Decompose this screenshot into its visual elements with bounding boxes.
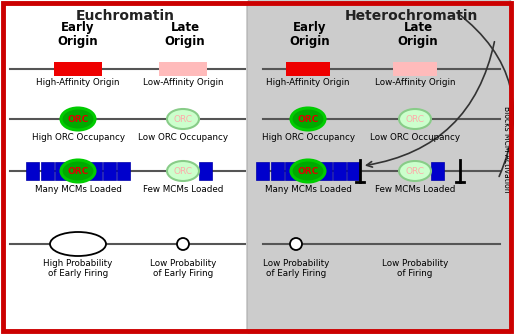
Text: Few MCMs Loaded: Few MCMs Loaded (375, 185, 455, 194)
Text: ORC: ORC (174, 167, 193, 175)
Text: ORC: ORC (67, 167, 88, 175)
Text: Low-Affinity Origin: Low-Affinity Origin (143, 78, 223, 87)
Ellipse shape (167, 109, 199, 129)
Bar (54, 62, 102, 76)
Text: Many MCMs Loaded: Many MCMs Loaded (265, 185, 352, 194)
Ellipse shape (291, 160, 325, 182)
Text: Low ORC Occupancy: Low ORC Occupancy (370, 133, 460, 142)
Text: High-Affinity Origin: High-Affinity Origin (266, 78, 350, 87)
Text: ORC: ORC (406, 115, 425, 124)
Ellipse shape (290, 238, 302, 250)
Text: ORC: ORC (67, 115, 88, 124)
Text: Low Probability
of Firing: Low Probability of Firing (382, 259, 448, 279)
Ellipse shape (399, 109, 431, 129)
Bar (319, 162, 332, 180)
Bar (255, 162, 268, 180)
Text: Early
Origin: Early Origin (290, 21, 331, 48)
Bar (431, 162, 444, 180)
Text: Low Probability
of Early Firing: Low Probability of Early Firing (263, 259, 329, 279)
Bar (346, 162, 359, 180)
Text: Low ORC Occupancy: Low ORC Occupancy (138, 133, 228, 142)
Text: Late
Origin: Late Origin (164, 21, 205, 48)
Bar (159, 62, 207, 76)
Bar (286, 62, 330, 76)
Bar (333, 162, 345, 180)
Text: Early
Origin: Early Origin (58, 21, 98, 48)
Text: Many MCMs Loaded: Many MCMs Loaded (34, 185, 121, 194)
Text: High Probability
of Early Firing: High Probability of Early Firing (43, 259, 113, 279)
Bar (26, 162, 39, 180)
Ellipse shape (177, 238, 189, 250)
Text: Heterochromatin: Heterochromatin (345, 9, 479, 23)
Ellipse shape (291, 108, 325, 130)
FancyBboxPatch shape (247, 0, 512, 334)
Text: ORC: ORC (298, 167, 319, 175)
Ellipse shape (399, 161, 431, 181)
Bar (393, 62, 437, 76)
Bar (41, 162, 53, 180)
Ellipse shape (61, 108, 95, 130)
Text: Late
Origin: Late Origin (398, 21, 438, 48)
Text: Blocks MCM Activation: Blocks MCM Activation (502, 106, 510, 192)
Text: Euchromatin: Euchromatin (76, 9, 174, 23)
Text: ORC: ORC (298, 115, 319, 124)
Bar (270, 162, 284, 180)
Ellipse shape (167, 161, 199, 181)
Bar (117, 162, 130, 180)
Ellipse shape (61, 160, 95, 182)
Ellipse shape (50, 232, 106, 256)
Text: Low Probability
of Early Firing: Low Probability of Early Firing (150, 259, 216, 279)
Bar (88, 162, 101, 180)
Text: ORC: ORC (174, 115, 193, 124)
Text: Few MCMs Loaded: Few MCMs Loaded (143, 185, 223, 194)
Bar (102, 162, 116, 180)
Text: High ORC Occupancy: High ORC Occupancy (31, 133, 124, 142)
Text: ORC: ORC (406, 167, 425, 175)
Text: High-Affinity Origin: High-Affinity Origin (36, 78, 120, 87)
Bar (54, 162, 67, 180)
Bar (198, 162, 211, 180)
Bar (285, 162, 298, 180)
Text: High ORC Occupancy: High ORC Occupancy (262, 133, 355, 142)
Text: Low-Affinity Origin: Low-Affinity Origin (375, 78, 455, 87)
